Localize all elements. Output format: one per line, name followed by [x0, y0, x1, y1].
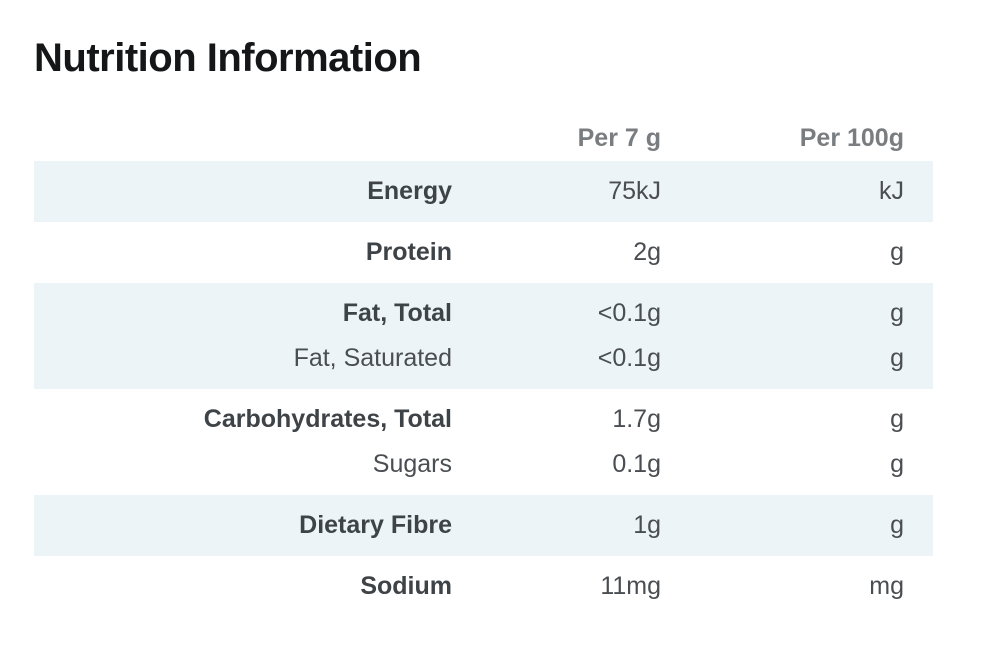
per-serving-value: 0.1g	[612, 450, 661, 478]
nutrition-panel: Nutrition Information Per 7 g Per 100g E…	[34, 36, 933, 617]
per-100-value: g	[890, 511, 904, 539]
header-per-100-column: Per 100g	[799, 124, 904, 152]
table-header-row: Per 7 g Per 100g	[34, 116, 933, 161]
nutrition-table: Per 7 g Per 100g Energy 75kJ kJ Protein …	[34, 116, 933, 617]
row-group-protein: Protein 2g g	[34, 222, 933, 283]
per-serving-value: 11mg	[600, 572, 661, 600]
row-sublabel: Fat, Saturated	[293, 344, 452, 372]
per-serving-value: 75kJ	[608, 177, 661, 205]
per-serving-value: <0.1g	[597, 299, 661, 327]
per-serving-value: <0.1g	[597, 344, 661, 372]
per-100-value: g	[890, 450, 904, 478]
per-100-value: mg	[869, 572, 904, 600]
row-label: Dietary Fibre	[299, 511, 452, 539]
header-per-serving-column: Per 7 g	[577, 124, 661, 152]
table-row-fat-saturated: Fat, Saturated <0.1g g	[34, 336, 933, 381]
page-title: Nutrition Information	[34, 36, 422, 80]
row-group-sodium: Sodium 11mg mg	[34, 556, 933, 617]
row-label: Sodium	[360, 572, 452, 600]
row-sublabel: Sugars	[372, 450, 452, 478]
per-100-value: g	[890, 299, 904, 327]
per-100-value: kJ	[879, 177, 904, 205]
table-row-fat-total: Fat, Total <0.1g g	[34, 291, 933, 336]
row-label: Energy	[367, 177, 452, 205]
per-serving-value: 2g	[633, 238, 661, 266]
per-100-value: g	[890, 238, 904, 266]
row-group-energy: Energy 75kJ kJ	[34, 161, 933, 222]
row-label: Protein	[365, 238, 452, 266]
table-row-sodium: Sodium 11mg mg	[34, 564, 933, 609]
table-row-energy: Energy 75kJ kJ	[34, 169, 933, 214]
table-row-sugars: Sugars 0.1g g	[34, 442, 933, 487]
per-serving-value: 1.7g	[612, 405, 661, 433]
table-row-protein: Protein 2g g	[34, 230, 933, 275]
row-group-carbohydrates: Carbohydrates, Total 1.7g g Sugars 0.1g …	[34, 389, 933, 495]
table-row-dietary-fibre: Dietary Fibre 1g g	[34, 503, 933, 548]
row-group-dietary-fibre: Dietary Fibre 1g g	[34, 495, 933, 556]
table-row-carbohydrates-total: Carbohydrates, Total 1.7g g	[34, 397, 933, 442]
per-100-value: g	[890, 344, 904, 372]
row-group-fat: Fat, Total <0.1g g Fat, Saturated <0.1g …	[34, 283, 933, 389]
per-100-value: g	[890, 405, 904, 433]
row-label: Carbohydrates, Total	[203, 405, 452, 433]
row-label: Fat, Total	[342, 299, 452, 327]
per-serving-value: 1g	[633, 511, 661, 539]
